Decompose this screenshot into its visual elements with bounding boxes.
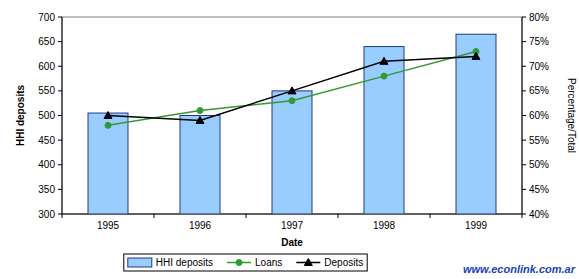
y2-tick-label: 65% [529,85,549,96]
x-tick-label: 1998 [373,220,396,231]
y-tick-label: 700 [38,12,55,23]
y-tick-label: 600 [38,61,55,72]
y-tick [58,140,62,141]
y-tick [58,189,62,190]
y2-tick [522,115,526,116]
bar [272,91,312,214]
marker [105,122,111,128]
legend-label: Loans [255,257,282,268]
y2-tick [522,189,526,190]
legend-swatch [128,258,152,267]
x-tick [62,214,63,218]
y2-tick [522,41,526,42]
x-tick [430,214,431,218]
marker [472,52,480,59]
y-tick [58,41,62,42]
legend-swatch-bar [128,258,152,267]
marker [381,73,387,79]
y2-tick-label: 55% [529,135,549,146]
y-tick-label: 550 [38,85,55,96]
y2-tick-label: 50% [529,159,549,170]
y2-tick-label: 40% [529,209,549,220]
annotation: www.econlink.com.ar [463,263,576,275]
line [108,51,476,125]
marker [197,108,203,114]
x-axis-title: Date [281,237,303,248]
x-tick-label: 1995 [97,220,120,231]
x-tick [154,214,155,218]
y-tick-label: 500 [38,110,55,121]
y-tick-label: 650 [38,36,55,47]
chart: 300 350 400 450 500 550 600 650 700 40% 45% 50% 55% 6… [0,0,579,279]
x-tick [522,214,523,218]
marker [288,87,296,94]
legend-swatch-marker [304,259,312,266]
y2-tick-label: 70% [529,61,549,72]
marker [196,116,204,123]
y-tick [58,164,62,165]
y2-tick [522,66,526,67]
y2-tick [522,164,526,165]
y-tick [58,214,62,215]
marker [104,112,112,119]
legend-box [124,254,367,271]
y2-tick [522,90,526,91]
y-tick-label: 350 [38,184,55,195]
legend-swatch [296,259,320,266]
bar [180,116,220,215]
y-tick-label: 400 [38,159,55,170]
y-tick [58,115,62,116]
plot-area [62,17,522,214]
x-tick [246,214,247,218]
legend: HHI deposits Loans Deposits [124,254,367,271]
x-tick [338,214,339,218]
legend-swatch [227,260,251,266]
legend-label: Deposits [324,257,363,268]
y2-tick-label: 60% [529,110,549,121]
x-tick-label: 1997 [281,220,304,231]
marker [289,98,295,104]
bar [88,113,128,214]
bar [456,34,496,214]
y2-tick-label: 75% [529,36,549,47]
y-tick [58,90,62,91]
line [108,56,476,120]
legend-label: HHI deposits [156,257,213,268]
y2-axis-title: Percentage/Total [566,78,577,153]
y-tick-label: 300 [38,209,55,220]
y-axis-title: HHI deposits [15,85,26,147]
y2-tick [522,140,526,141]
y-tick-label: 450 [38,135,55,146]
marker [380,57,388,64]
y2-tick-label: 80% [529,12,549,23]
y2-tick [522,17,526,18]
y2-tick [522,214,526,215]
y-tick [58,17,62,18]
y-tick [58,66,62,67]
x-tick-label: 1996 [189,220,212,231]
marks [88,34,496,214]
y2-tick-label: 45% [529,184,549,195]
legend-swatch-marker [236,260,242,266]
x-tick-label: 1999 [465,220,488,231]
